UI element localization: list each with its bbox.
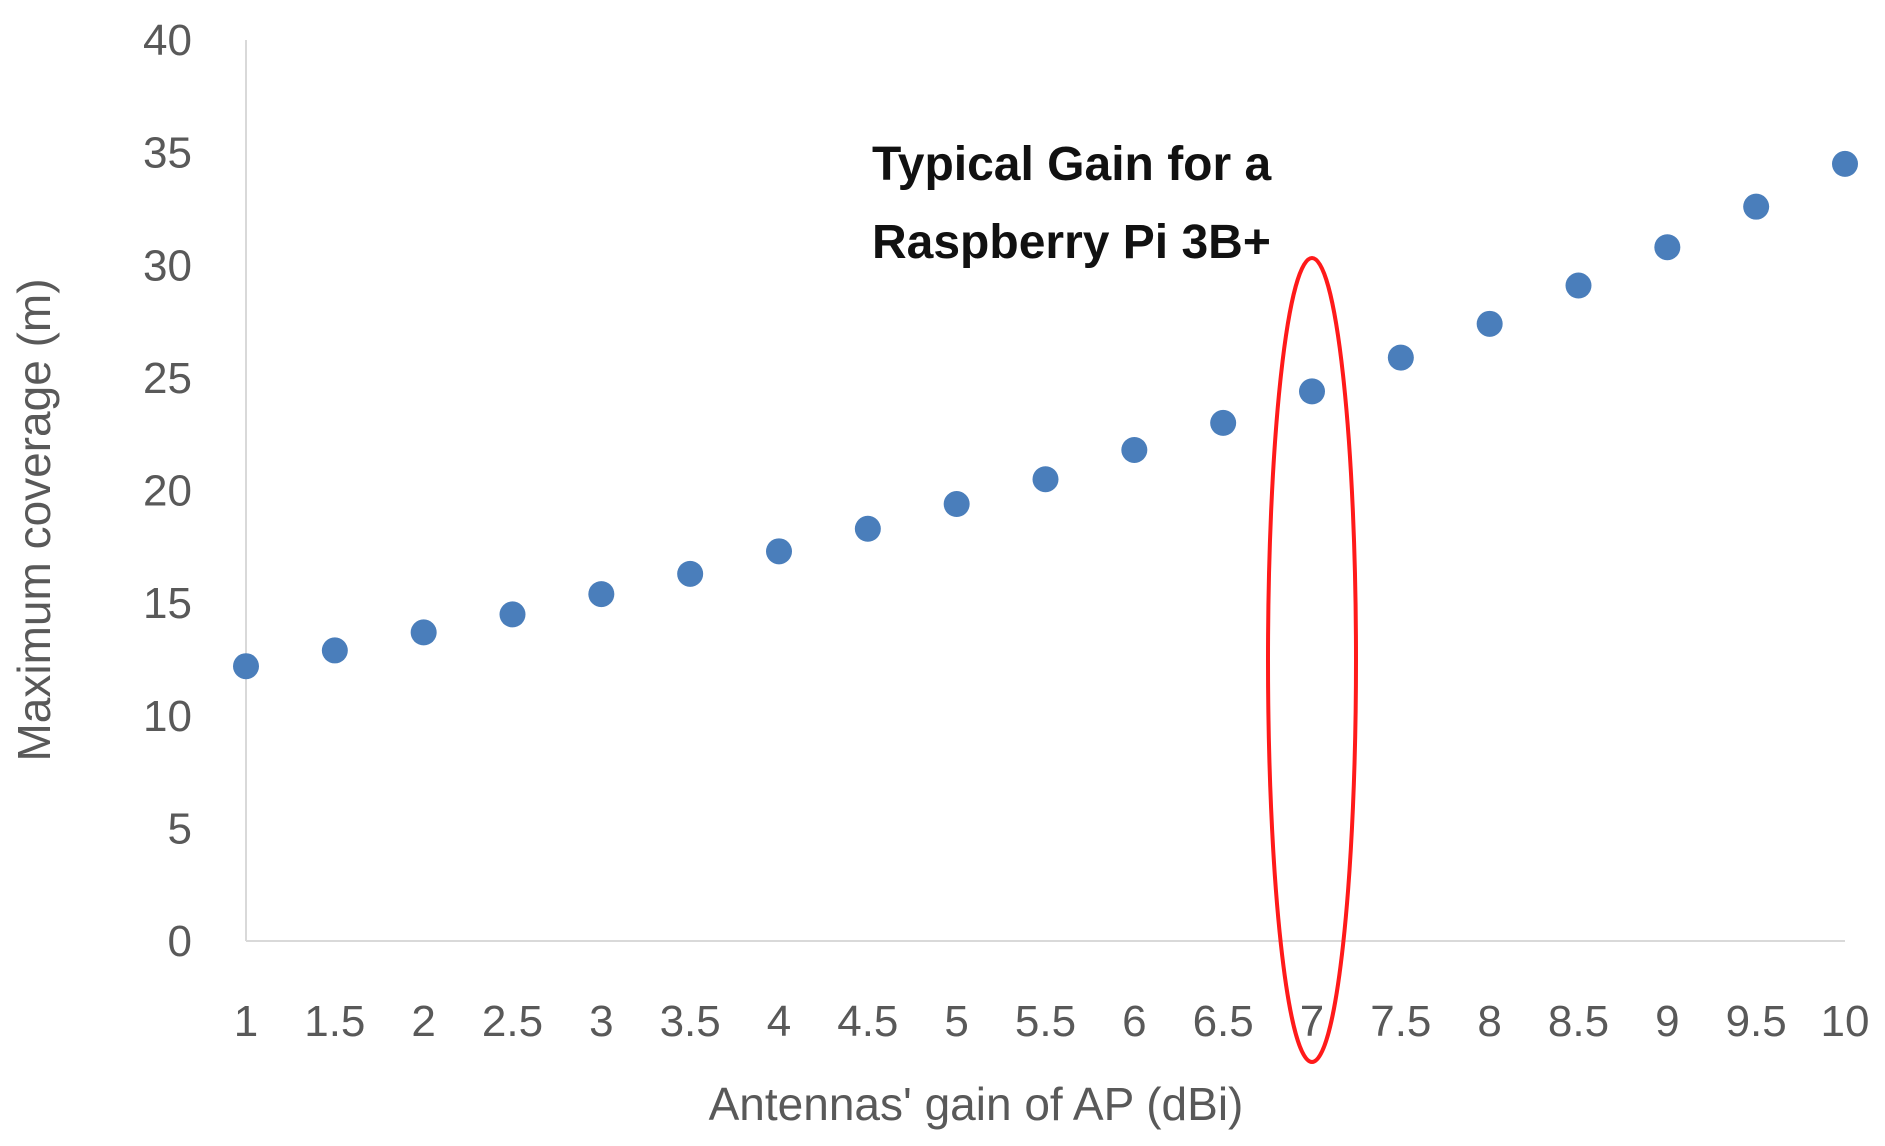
x-tick-label: 1.5 [304, 997, 365, 1046]
annotation-text-line: Typical Gain for a [872, 138, 1272, 191]
y-tick-label: 40 [143, 16, 192, 65]
data-point [1565, 272, 1592, 299]
x-tick-labels: 1 1.5 2 2.5 3 3.5 4 4.5 5 5.5 6 6.5 7 7.5 8 8.5 9 9.5 10 [234, 997, 1870, 1046]
y-tick-label: 20 [143, 467, 192, 516]
x-tick-label: 2.5 [482, 997, 543, 1046]
data-point [1476, 310, 1503, 337]
data-point [1210, 409, 1237, 436]
data-point [1387, 344, 1414, 371]
data-point [321, 637, 348, 664]
x-tick-label: 5.5 [1015, 997, 1076, 1046]
x-tick-label: 9 [1655, 997, 1679, 1046]
x-tick-label: 7 [1300, 997, 1324, 1046]
x-tick-label: 4 [767, 997, 791, 1046]
data-point [943, 491, 970, 518]
data-point [1832, 150, 1858, 177]
x-tick-label: 6 [1122, 997, 1146, 1046]
y-tick-label: 0 [168, 917, 192, 966]
y-axis-title: Maximum coverage (m) [8, 278, 60, 761]
y-tick-label: 35 [143, 129, 192, 178]
highlight-ellipse [1266, 256, 1358, 1064]
x-tick-label: 1 [234, 997, 258, 1046]
data-point [233, 653, 259, 680]
y-tick-label: 15 [143, 579, 192, 628]
x-tick-label: 3 [589, 997, 613, 1046]
y-tick-label: 30 [143, 241, 192, 290]
data-point [766, 538, 792, 565]
data-point [854, 515, 881, 542]
y-tick-label: 5 [168, 804, 192, 853]
annotation: Typical Gain for a Raspberry Pi 3B+ [872, 138, 1358, 1064]
x-axis-title: Antennas' gain of AP (dBi) [709, 1078, 1244, 1130]
y-tick-labels: 0 5 10 15 20 25 30 35 40 [143, 16, 192, 966]
axes [245, 40, 1845, 942]
data-point [1121, 436, 1148, 463]
x-tick-label: 8 [1477, 997, 1501, 1046]
x-tick-label: 6.5 [1193, 997, 1254, 1046]
annotation-text-line: Raspberry Pi 3B+ [872, 216, 1271, 269]
y-tick-label: 10 [143, 692, 192, 741]
x-tick-label: 4.5 [837, 997, 898, 1046]
x-tick-label: 7.5 [1370, 997, 1431, 1046]
data-point [410, 619, 437, 646]
data-point [677, 560, 704, 587]
x-tick-label: 8.5 [1548, 997, 1609, 1046]
data-point [588, 581, 615, 608]
data-point [1299, 378, 1325, 405]
y-tick-label: 25 [143, 354, 192, 403]
data-point [1654, 234, 1681, 261]
x-tick-label: 3.5 [660, 997, 721, 1046]
data-point [499, 601, 526, 628]
x-tick-label: 2 [411, 997, 435, 1046]
data-point [1032, 466, 1059, 493]
x-tick-label: 9.5 [1726, 997, 1787, 1046]
data-point [1743, 193, 1770, 220]
x-tick-label: 10 [1821, 997, 1870, 1046]
x-tick-label: 5 [944, 997, 968, 1046]
data-points [233, 150, 1858, 680]
